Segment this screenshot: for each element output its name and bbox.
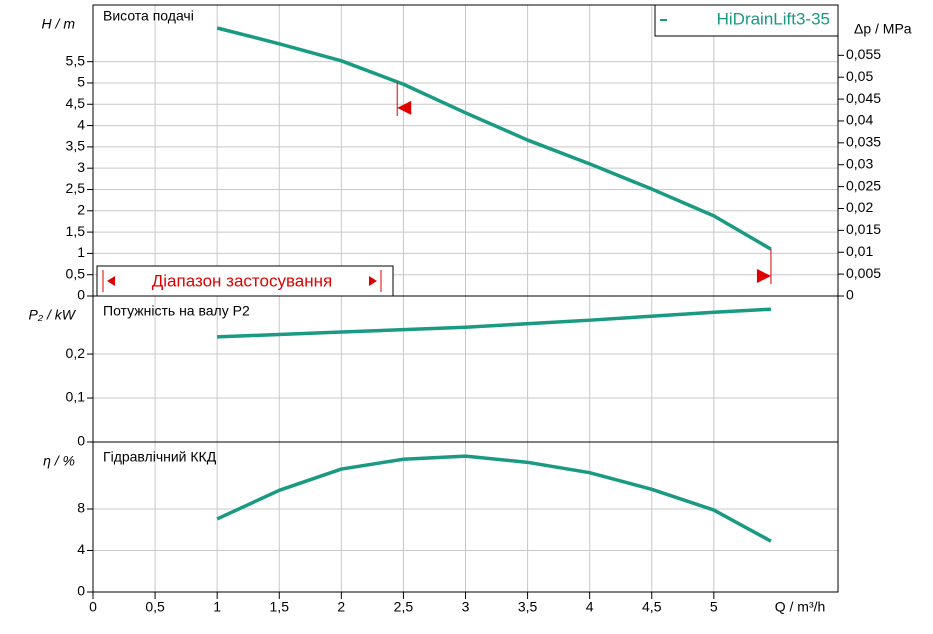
y-axis-label: η / %	[43, 453, 75, 469]
y2-tick-label: 0,055	[846, 46, 881, 62]
y-tick-label: 0	[77, 287, 85, 303]
y-tick-label: 4	[77, 541, 85, 557]
y-tick-label: 2	[77, 201, 85, 217]
y-tick-label: 5,5	[66, 52, 86, 68]
y2-tick-label: 0,01	[846, 243, 873, 259]
y-tick-label: 3	[77, 159, 85, 175]
curve	[216, 454, 772, 543]
x-tick-label: 0,5	[145, 599, 165, 615]
range-arrow	[107, 276, 115, 286]
y-axis-label: H / m	[42, 16, 76, 32]
y2-tick-label: 0,005	[846, 265, 881, 281]
y-tick-label: 0	[77, 433, 85, 449]
x-tick-label: 4,5	[642, 599, 662, 615]
y-tick-label: 1,5	[66, 223, 86, 239]
x-axis-label: Q / m³/h	[775, 599, 826, 615]
y-tick-label: 2,5	[66, 180, 86, 196]
y-tick-label: 0,5	[66, 265, 86, 281]
y2-tick-label: 0,02	[846, 199, 873, 215]
y-tick-label: 0	[77, 583, 85, 599]
x-tick-label: 3	[462, 599, 470, 615]
panel-title: Висота подачі	[103, 8, 194, 24]
y2-tick-label: 0,015	[846, 221, 881, 237]
legend-box	[654, 4, 839, 37]
y-tick-label: 5	[77, 74, 85, 90]
y2-tick-label: 0,045	[846, 90, 881, 106]
x-tick-label: 4	[586, 599, 594, 615]
y-tick-label: 0,1	[66, 389, 86, 405]
y-axis-label: P₂ / kW	[28, 307, 76, 323]
x-tick-label: 1,5	[270, 599, 290, 615]
range-label: Діапазон застосування	[152, 271, 332, 290]
x-tick-label: 5	[710, 599, 718, 615]
range-end-marker	[756, 269, 771, 283]
x-tick-label: 0	[89, 599, 97, 615]
x-tick-label: 1	[213, 599, 221, 615]
range-box	[96, 265, 394, 297]
range-arrow	[369, 276, 377, 286]
range-start-marker	[397, 100, 412, 115]
y2-axis-label: Δp / MPa	[854, 21, 912, 37]
panel-title: Гідравлічний ККД	[103, 449, 217, 465]
x-tick-label: 2	[337, 599, 345, 615]
y2-tick-label: 0,025	[846, 177, 881, 193]
x-tick-label: 3,5	[518, 599, 538, 615]
y-tick-label: 4,5	[66, 95, 86, 111]
y-tick-label: 0,2	[66, 345, 86, 361]
y2-tick-label: 0,05	[846, 68, 873, 84]
curve	[217, 307, 772, 339]
y-tick-label: 1	[77, 244, 85, 260]
y2-tick-label: 0,04	[846, 112, 873, 128]
y2-tick-label: 0,035	[846, 134, 881, 150]
x-tick-label: 2,5	[394, 599, 414, 615]
y-tick-label: 4	[77, 116, 85, 132]
y2-tick-label: 0	[846, 287, 854, 303]
panel-title: Потужність на валу P2	[103, 303, 250, 319]
curve	[216, 26, 772, 251]
y2-tick-label: 0,03	[846, 155, 873, 171]
legend-label: HiDrainLift3-35	[717, 9, 830, 28]
y-tick-label: 3,5	[66, 138, 86, 154]
y-tick-label: 8	[77, 500, 85, 516]
